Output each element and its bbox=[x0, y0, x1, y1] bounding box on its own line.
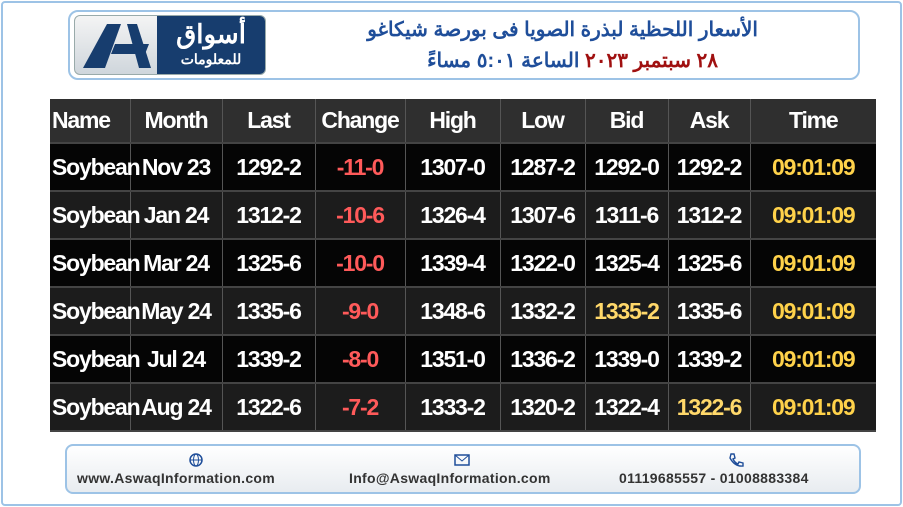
table-cell: Aug 24 bbox=[129, 383, 222, 432]
table-cell: 1333-2 bbox=[404, 383, 500, 432]
table-cell: 09:01:09 bbox=[749, 287, 876, 336]
table-cell: 1312-2 bbox=[221, 191, 315, 240]
phone: 01119685557 - 01008883384 bbox=[619, 470, 809, 486]
table-cell: 1339-0 bbox=[584, 335, 668, 384]
table-cell: 1287-2 bbox=[499, 143, 585, 192]
table-cell: 1307-6 bbox=[499, 191, 585, 240]
table-cell: Soybean bbox=[50, 287, 141, 336]
table-cell: 1311-6 bbox=[584, 191, 668, 240]
subtitle: ٢٨ سبتمبر ٢٠٢٣ الساعة ٥:٠١ مساءً bbox=[427, 48, 718, 73]
logo-subtitle: للمعلومات bbox=[180, 51, 242, 67]
table-cell: 1325-6 bbox=[667, 239, 750, 288]
table-cell: 1339-2 bbox=[667, 335, 750, 384]
logo-mark bbox=[83, 24, 151, 68]
table-row: Soybean Mar 24 1325-6 -10-0 1339-4 1322-0 1325… bbox=[50, 239, 876, 288]
logo-text: أسواق للمعلومات bbox=[157, 16, 265, 74]
table-cell: 09:01:09 bbox=[749, 239, 876, 288]
table-cell: 1335-6 bbox=[221, 287, 315, 336]
table-cell: Soybean bbox=[50, 143, 141, 192]
table-cell: 1322-6 bbox=[221, 383, 315, 432]
table-row: Soybean Nov 23 1292-2 -11-0 1307-0 1287-2 1292… bbox=[50, 143, 876, 192]
table-cell: 1335-6 bbox=[667, 287, 750, 336]
table-cell: 1336-2 bbox=[499, 335, 585, 384]
mail-icon bbox=[454, 454, 470, 466]
table-cell: 09:01:09 bbox=[749, 383, 876, 432]
logo-name: أسواق bbox=[176, 19, 246, 49]
column-header: High bbox=[404, 99, 500, 144]
table-cell: Jan 24 bbox=[129, 191, 222, 240]
table-cell: Soybean bbox=[50, 191, 141, 240]
table-cell: 09:01:09 bbox=[749, 335, 876, 384]
table-cell: May 24 bbox=[129, 287, 222, 336]
table-cell: 09:01:09 bbox=[749, 143, 876, 192]
table-cell: 1292-2 bbox=[221, 143, 315, 192]
email: Info@AswaqInformation.com bbox=[349, 470, 551, 486]
table-row: Soybean Jul 24 1339-2 -8-0 1351-0 1336-2 1339-… bbox=[50, 335, 876, 384]
table-cell: 1322-4 bbox=[584, 383, 668, 432]
table-cell: 1320-2 bbox=[499, 383, 585, 432]
column-header: Bid bbox=[584, 99, 668, 144]
column-header: Last bbox=[221, 99, 315, 144]
phone-icon bbox=[729, 453, 744, 467]
header: أسواق للمعلومات الأسعار اللحظية لبذرة ال… bbox=[68, 10, 860, 80]
logo: أسواق للمعلومات bbox=[74, 15, 266, 75]
title: الأسعار اللحظية لبذرة الصويا فى بورصة شي… bbox=[367, 19, 758, 41]
table-cell: Nov 23 bbox=[129, 143, 222, 192]
table-cell: -9-0 bbox=[314, 287, 405, 336]
table-cell: 1322-6 bbox=[667, 383, 750, 432]
table-cell: 1332-2 bbox=[499, 287, 585, 336]
table-cell: 1322-0 bbox=[499, 239, 585, 288]
column-header: Name bbox=[50, 99, 130, 144]
table-body: Soybean Nov 23 1292-2 -11-0 1307-0 1287-2 1292… bbox=[50, 143, 876, 432]
column-header: Change bbox=[314, 99, 405, 144]
table-cell: 1325-6 bbox=[221, 239, 315, 288]
table-row: Soybean May 24 1335-6 -9-0 1348-6 1332-2 1335-… bbox=[50, 287, 876, 336]
table-cell: Soybean bbox=[50, 239, 141, 288]
table-cell: -10-6 bbox=[314, 191, 405, 240]
website: www.AswaqInformation.com bbox=[77, 470, 276, 486]
table-row: Soybean Aug 24 1322-6 -7-2 1333-2 1320-2 1322-… bbox=[50, 383, 876, 432]
table-cell: 1292-0 bbox=[584, 143, 668, 192]
table-cell: 1335-2 bbox=[584, 287, 668, 336]
table-cell: -7-2 bbox=[314, 383, 405, 432]
table-cell: 1339-2 bbox=[221, 335, 315, 384]
table-cell: 1312-2 bbox=[667, 191, 750, 240]
table-cell: Soybean bbox=[50, 383, 141, 432]
table-cell: Jul 24 bbox=[129, 335, 222, 384]
table-cell: 1351-0 bbox=[404, 335, 500, 384]
price-table: Name Month Last Change High Low Bid Ask Time Soy… bbox=[50, 99, 876, 432]
web-icon bbox=[189, 453, 203, 467]
footer: www.AswaqInformation.com Info@AswaqInfor… bbox=[65, 444, 861, 494]
table-cell: 1325-4 bbox=[584, 239, 668, 288]
column-header: Low bbox=[499, 99, 585, 144]
table-cell: 1292-2 bbox=[667, 143, 750, 192]
column-header: Ask bbox=[667, 99, 750, 144]
table-cell: 1326-4 bbox=[404, 191, 500, 240]
table-cell: 1307-0 bbox=[404, 143, 500, 192]
time: الساعة ٥:٠١ مساءً bbox=[427, 50, 580, 72]
table-cell: -11-0 bbox=[314, 143, 405, 192]
table-cell: Mar 24 bbox=[129, 239, 222, 288]
table-cell: 1348-6 bbox=[404, 287, 500, 336]
table-cell: 09:01:09 bbox=[749, 191, 876, 240]
table-cell: -10-0 bbox=[314, 239, 405, 288]
header-row: Name Month Last Change High Low Bid Ask Time bbox=[50, 99, 876, 144]
column-header: Month bbox=[129, 99, 222, 144]
column-header: Time bbox=[749, 99, 876, 144]
date: ٢٨ سبتمبر ٢٠٢٣ bbox=[584, 50, 718, 72]
table-cell: 1339-4 bbox=[404, 239, 500, 288]
table-cell: -8-0 bbox=[314, 335, 405, 384]
table-cell: Soybean bbox=[50, 335, 141, 384]
table-row: Soybean Jan 24 1312-2 -10-6 1326-4 1307-6 1311… bbox=[50, 191, 876, 240]
